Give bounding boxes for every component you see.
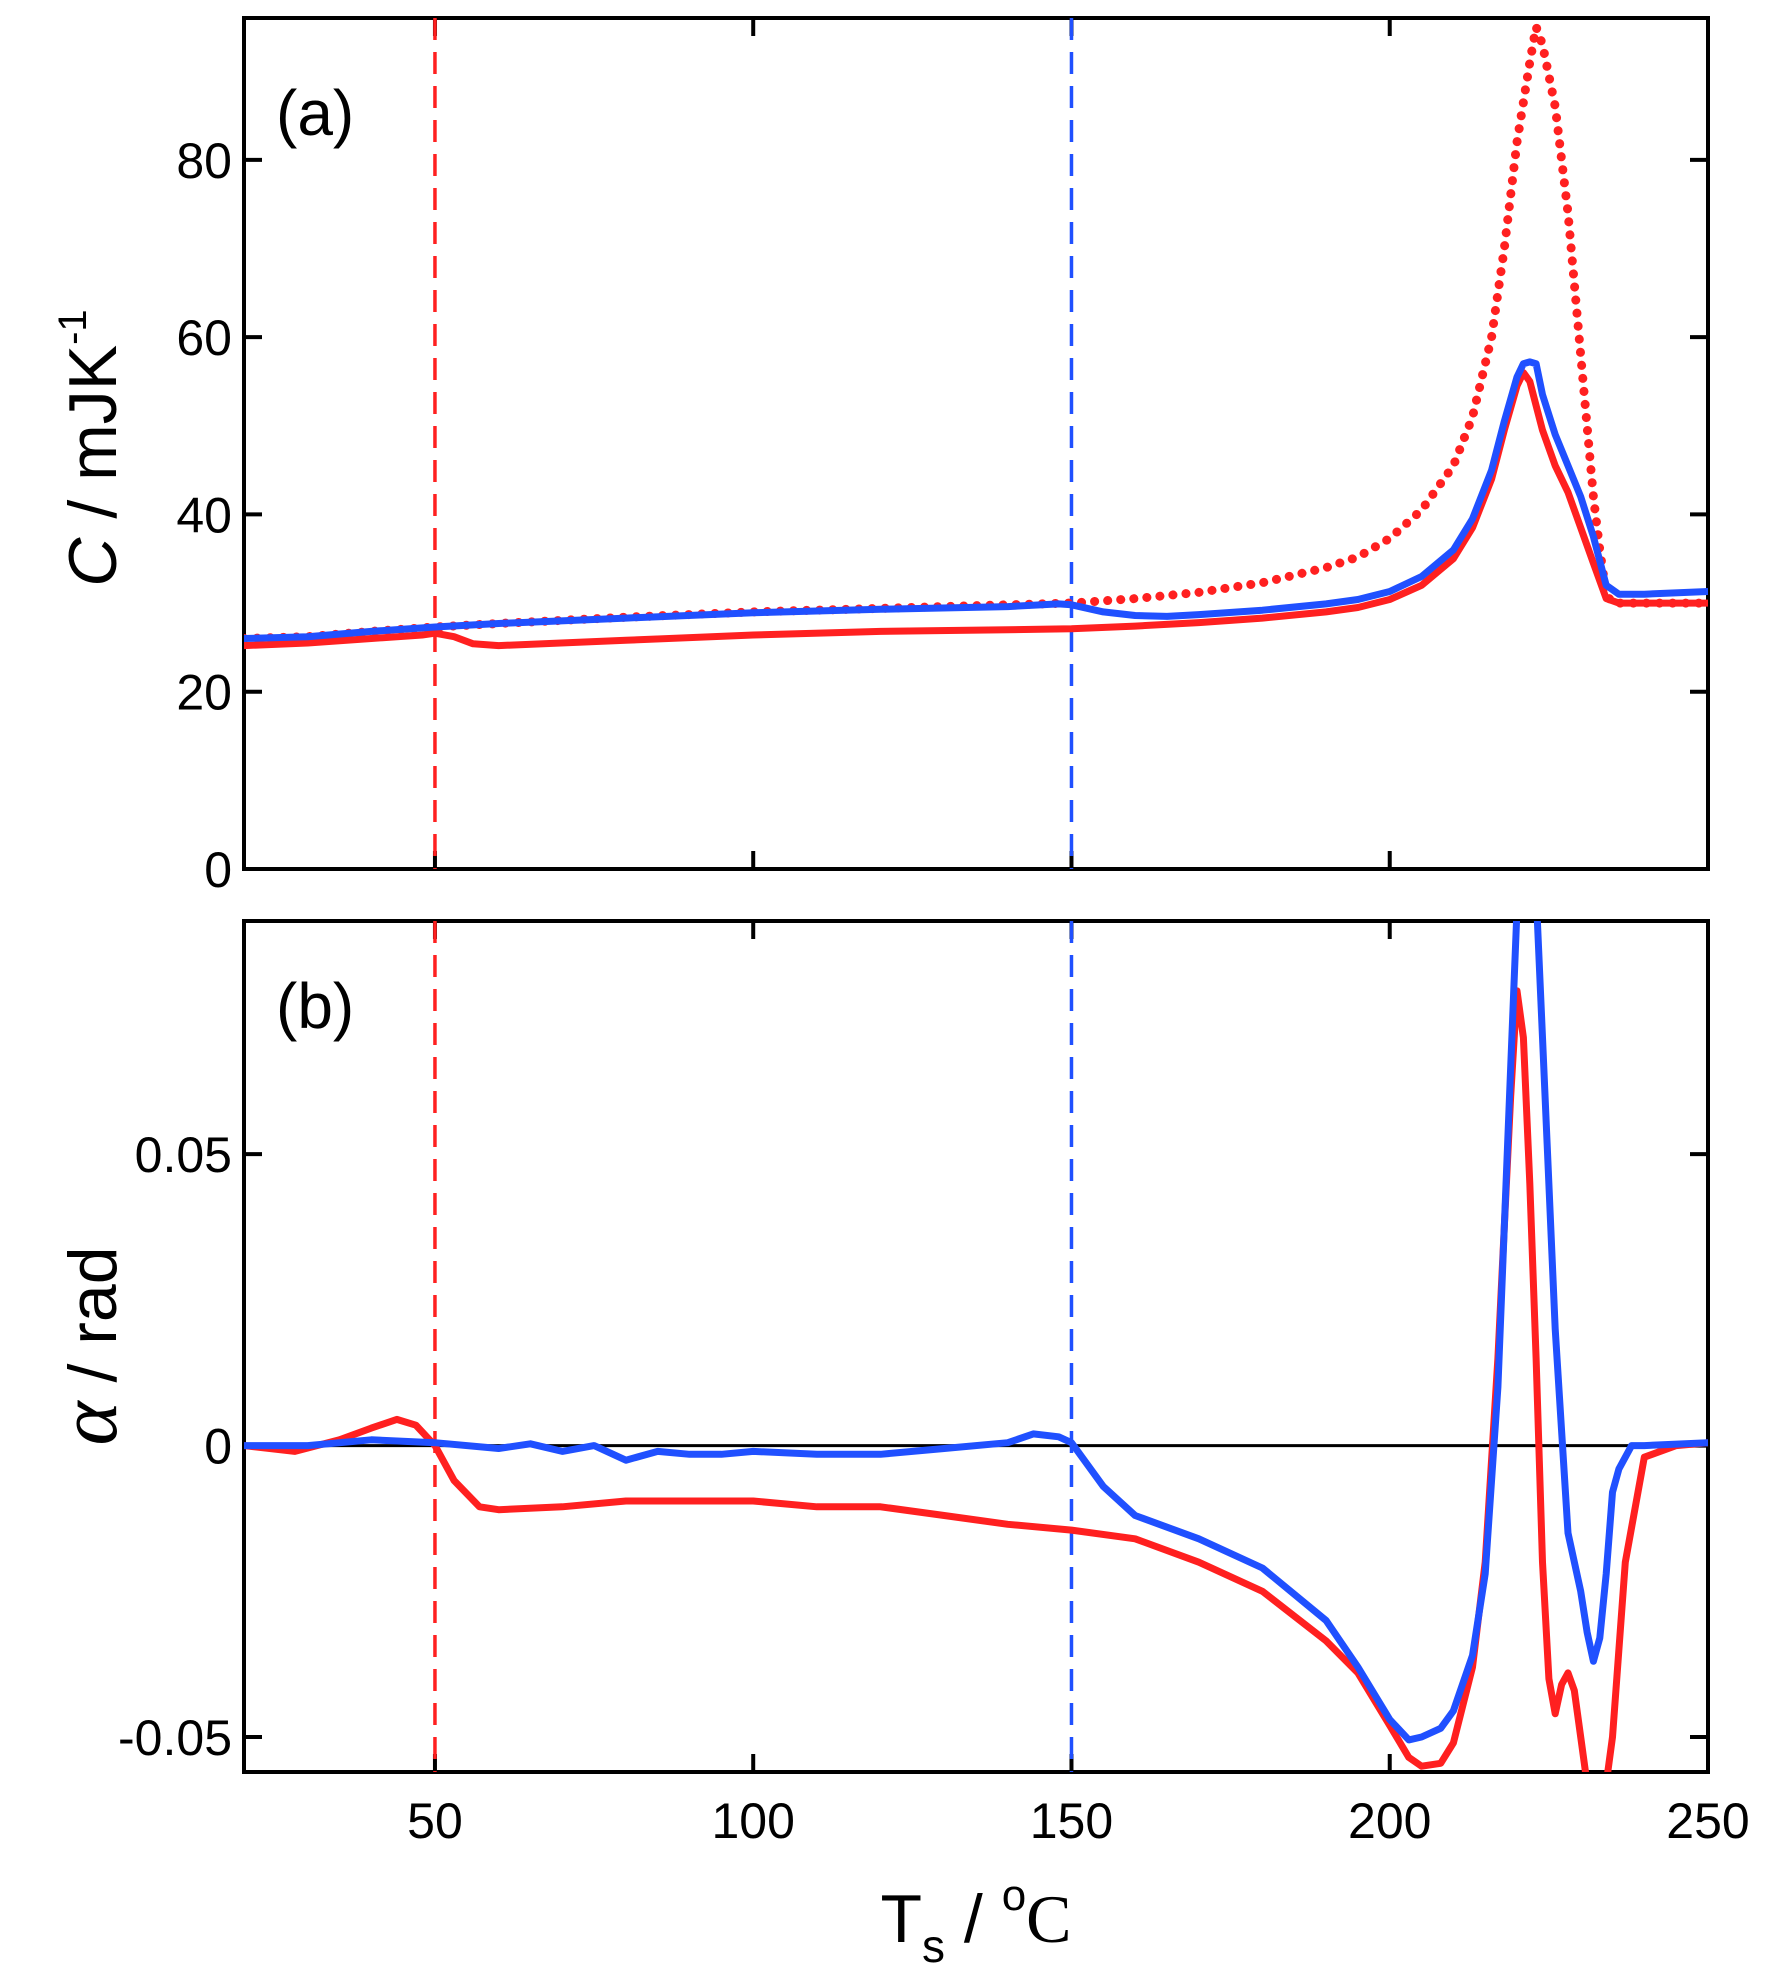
x-tick-label: 50 — [407, 1793, 463, 1849]
y-tick-label: 20 — [176, 665, 232, 721]
panel-b-y-tick-labels: -0.05 0 0.05 — [118, 1127, 232, 1766]
series-red — [244, 987, 1708, 1772]
x-axis-unit-letter: C — [1026, 1881, 1071, 1957]
panel-b-y-unit: / rad — [55, 1246, 131, 1401]
y-tick-label: 0 — [204, 1419, 232, 1475]
panel-a-label: (a) — [276, 77, 354, 149]
panel-a-frame — [242, 16, 1710, 871]
panel-b-x-tick-labels: 50 100 150 200 250 — [407, 1793, 1750, 1849]
x-axis-symbol: T — [880, 1881, 922, 1957]
series-red-solid — [244, 369, 1708, 650]
panel-b-reference-lines — [433, 921, 1074, 1772]
x-tick-label: 100 — [711, 1793, 794, 1849]
series-red-dotted — [244, 22, 1708, 643]
y-tick-label: 60 — [176, 310, 232, 366]
panel-b-frame — [242, 919, 1710, 1774]
x-tick-label: 200 — [1348, 1793, 1431, 1849]
panel-a-y-tick-labels: 0 20 40 60 80 — [176, 133, 232, 898]
y-tick-label: 40 — [176, 487, 232, 543]
y-tick-label: 0 — [204, 842, 232, 898]
panel-b-series — [244, 921, 1708, 1772]
panel-a-series — [244, 22, 1708, 650]
y-tick-label: 0.05 — [135, 1127, 232, 1183]
panel-b-y-axis-title: α / rad — [42, 1246, 135, 1445]
x-tick-label: 250 — [1666, 1793, 1749, 1849]
panel-a-y-unit: / mJK — [55, 345, 131, 538]
panel-a-y-symbol: C — [55, 537, 131, 587]
y-tick-label: 80 — [176, 133, 232, 189]
panel-b-label: (b) — [276, 970, 354, 1042]
x-axis-subscript: s — [922, 1920, 945, 1972]
panel-a-y-unit-exponent: -1 — [51, 309, 95, 345]
panel-b-phase: -0.05 0 0.05 50 100 150 200 250 (b) α / rad Ts… — [42, 919, 1750, 1972]
series-blue-solid — [244, 358, 1708, 642]
panel-a-reference-lines — [433, 18, 1074, 869]
y-tick-label: -0.05 — [118, 1710, 232, 1766]
x-axis-unit: / — [945, 1881, 1002, 1957]
panel-b-ticks — [244, 921, 1710, 1772]
panel-a-ticks — [244, 18, 1710, 871]
panel-b-y-symbol: α — [42, 1400, 135, 1446]
x-axis-title: Ts / oC — [880, 1871, 1071, 1972]
x-tick-label: 150 — [1030, 1793, 1113, 1849]
series-blue — [244, 921, 1708, 1744]
panel-a-heat-capacity: 0 20 40 60 80 (a) C / mJK-1 — [51, 16, 1710, 898]
x-axis-degree: o — [1002, 1871, 1026, 1920]
panel-a-y-axis-title: C / mJK-1 — [51, 309, 131, 586]
